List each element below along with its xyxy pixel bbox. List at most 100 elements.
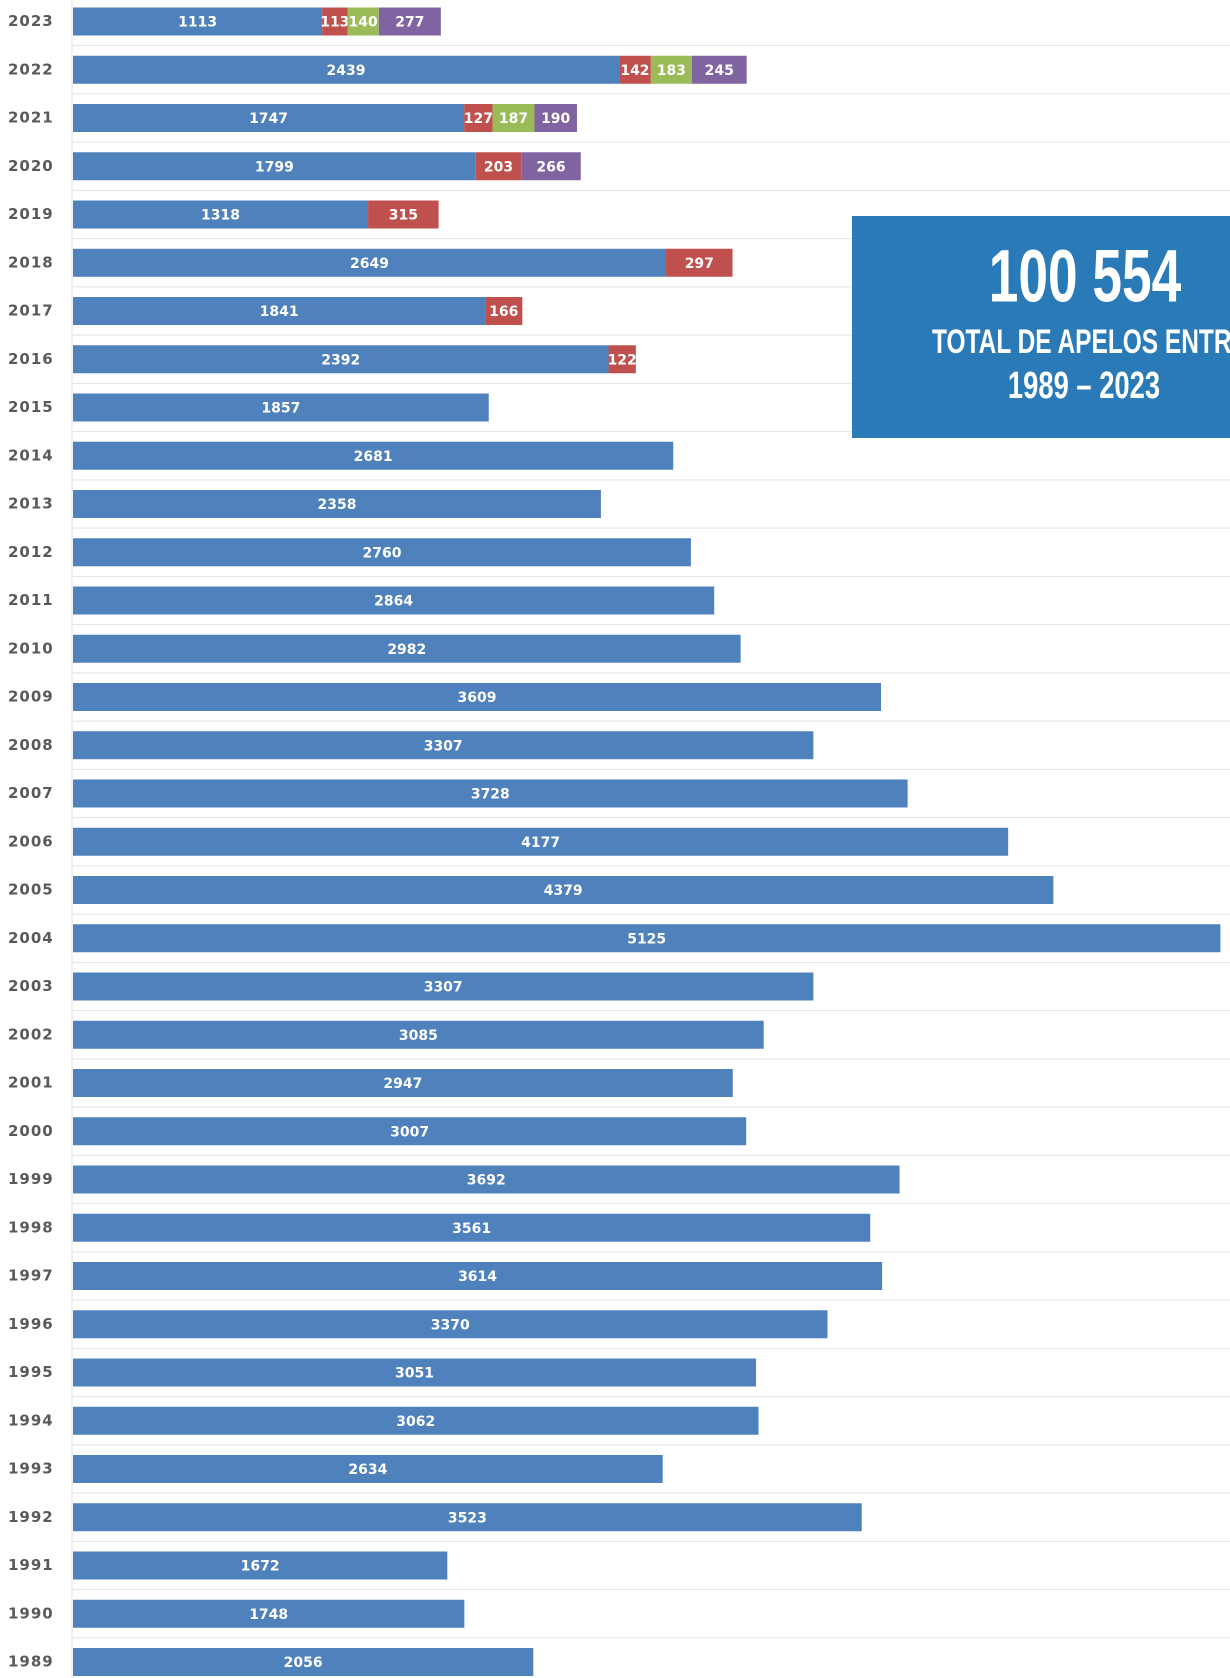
- value-label: 3523: [448, 1510, 487, 1526]
- y-tick-label: 2008: [8, 736, 54, 754]
- y-tick-label: 2004: [8, 929, 54, 947]
- bar-segment: [73, 297, 486, 325]
- y-tick-label: 2011: [8, 591, 54, 609]
- value-label: 277: [395, 15, 424, 31]
- y-tick-label: 1998: [8, 1218, 54, 1236]
- bar-segment: [73, 972, 814, 1001]
- bar-segment: [73, 1165, 900, 1194]
- value-label: 3007: [390, 1124, 429, 1140]
- bar-segment: [322, 7, 348, 36]
- value-label: 4177: [521, 835, 560, 851]
- y-tick-label: 1996: [8, 1315, 54, 1333]
- y-tick-label: 2021: [8, 109, 54, 127]
- value-label: 3561: [452, 1221, 491, 1237]
- bar-segment: [475, 152, 522, 181]
- y-tick-label: 2023: [8, 12, 54, 30]
- y-tick-label: 1997: [8, 1267, 54, 1285]
- total-box: [852, 216, 1230, 438]
- y-tick-label: 2002: [8, 1025, 54, 1043]
- bar-segment: [368, 200, 439, 229]
- value-label: 1748: [249, 1607, 288, 1623]
- value-label: 2439: [327, 63, 366, 79]
- y-tick-label: 2020: [8, 157, 54, 175]
- value-label: 315: [389, 208, 418, 224]
- y-tick-label: 2001: [8, 1074, 54, 1092]
- value-label: 187: [499, 111, 528, 127]
- bar-segment: [464, 104, 493, 132]
- value-label: 1799: [255, 159, 294, 175]
- y-tick-label: 2019: [8, 205, 54, 223]
- value-label: 5125: [627, 931, 666, 947]
- value-label: 3728: [471, 787, 510, 803]
- value-label: 122: [608, 352, 637, 368]
- y-tick-label: 2007: [8, 784, 54, 802]
- value-label: 297: [685, 256, 714, 272]
- bar-segment: [73, 441, 674, 470]
- y-tick-label: 2017: [8, 302, 54, 320]
- value-label: 183: [657, 63, 686, 79]
- bar-segment: [73, 1069, 733, 1097]
- bar-segment: [619, 55, 651, 84]
- value-label: 4379: [544, 883, 583, 899]
- value-label: 166: [489, 304, 518, 320]
- y-tick-label: 1992: [8, 1508, 54, 1526]
- bar-segment: [73, 55, 620, 84]
- y-tick-label: 2003: [8, 977, 54, 995]
- bar-segment: [73, 200, 369, 229]
- value-label: 3609: [458, 690, 497, 706]
- y-tick-label: 1991: [8, 1556, 54, 1574]
- value-label: 1672: [241, 1559, 280, 1575]
- bar-segment: [73, 827, 1009, 856]
- value-label: 140: [349, 15, 378, 31]
- value-label: 3085: [399, 1028, 438, 1044]
- y-tick-label: 2016: [8, 350, 54, 368]
- bar-segment: [608, 345, 636, 374]
- total-number: 100 554: [989, 235, 1182, 318]
- y-tick-label: 1989: [8, 1653, 54, 1671]
- value-label: 203: [484, 159, 513, 175]
- y-tick-label: 1994: [8, 1411, 54, 1429]
- bar-segment: [347, 7, 379, 36]
- value-label: 2649: [350, 256, 389, 272]
- bar-segment: [650, 55, 692, 84]
- y-tick-label: 2006: [8, 832, 54, 850]
- total-caption: TOTAL DE APELOS ENTRE: [932, 323, 1230, 361]
- value-label: 3051: [395, 1366, 434, 1382]
- bar-segment: [73, 731, 814, 760]
- bar-segment: [691, 55, 747, 84]
- bar-segment: [73, 345, 609, 374]
- y-tick-label: 2018: [8, 253, 54, 271]
- bar-segment: [534, 104, 577, 132]
- value-label: 1318: [201, 208, 240, 224]
- bar-segment: [485, 297, 523, 325]
- bar-segment: [73, 538, 691, 567]
- bar-segment: [521, 152, 581, 181]
- bar-segment: [73, 1262, 883, 1290]
- value-label: 2681: [354, 449, 393, 465]
- bar-segment: [73, 1117, 747, 1146]
- value-label: 190: [541, 111, 570, 127]
- bar-segment: [73, 490, 601, 518]
- bar-segment: [73, 1648, 534, 1676]
- y-tick-label: 2005: [8, 881, 54, 899]
- value-label: 3692: [467, 1173, 506, 1189]
- bar-segment: [73, 1455, 663, 1483]
- value-label: 113: [320, 15, 349, 31]
- y-tick-label: 1990: [8, 1604, 54, 1622]
- value-label: 2864: [374, 594, 413, 610]
- bar-segment: [73, 1358, 757, 1387]
- value-label: 2358: [317, 497, 356, 513]
- bar-segment: [73, 248, 667, 277]
- bar-segment: [73, 586, 715, 615]
- bar-segment: [73, 104, 465, 132]
- value-label: 1857: [261, 401, 300, 417]
- value-label: 2982: [387, 642, 426, 658]
- y-tick-label: 2014: [8, 446, 54, 464]
- y-tick-label: 2012: [8, 543, 54, 561]
- value-label: 2392: [321, 352, 360, 368]
- bar-segment: [666, 248, 733, 277]
- bar-segment: [73, 1213, 871, 1242]
- bar-segment: [73, 779, 908, 808]
- value-label: 2056: [284, 1655, 323, 1671]
- bar-segment: [73, 1599, 465, 1628]
